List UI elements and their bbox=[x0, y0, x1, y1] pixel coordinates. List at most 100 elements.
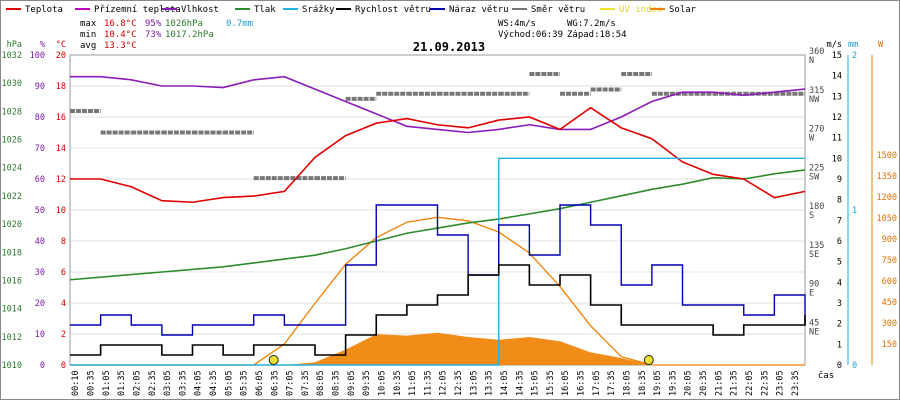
x-tick-label: 21:05 bbox=[714, 370, 724, 396]
hpa-tick-label: 1016 bbox=[2, 276, 22, 286]
dir-tick-deg: 180 bbox=[809, 202, 824, 212]
x-tick-label: 13:05 bbox=[469, 370, 479, 396]
ms-tick-label: 7 bbox=[837, 216, 842, 226]
x-tick-label: 08:05 bbox=[316, 370, 326, 396]
degc-tick-label: 6 bbox=[61, 268, 66, 278]
pct-tick-label: 70 bbox=[35, 144, 45, 154]
x-tick-label: 17:35 bbox=[607, 370, 617, 396]
w-tick-label: 750 bbox=[882, 256, 897, 266]
chart-title: 21.09.2013 bbox=[413, 40, 485, 54]
chart-marks bbox=[69, 71, 806, 366]
pct-tick-label: 10 bbox=[35, 330, 45, 340]
x-tick-label: 10:05 bbox=[377, 370, 387, 396]
dir-tick-deg: 315 bbox=[809, 86, 824, 96]
sunrise-time: Východ:06:39 bbox=[498, 30, 563, 40]
dir-tick-deg: 45 bbox=[809, 318, 819, 328]
x-tick-label: 09:35 bbox=[362, 370, 372, 396]
w-tick-label: 1500 bbox=[877, 151, 897, 161]
w-tick-label: 1200 bbox=[877, 193, 897, 203]
degc-tick-label: 20 bbox=[56, 51, 66, 61]
pct-axis-label: % bbox=[40, 40, 45, 50]
dir-tick-card: SW bbox=[809, 172, 820, 182]
x-tick-label: 16:05 bbox=[561, 370, 571, 396]
x-tick-label: 19:35 bbox=[668, 370, 678, 396]
pct-tick-label: 80 bbox=[35, 113, 45, 123]
w-tick-label: 900 bbox=[882, 235, 897, 245]
hpa-tick-label: 1024 bbox=[2, 164, 22, 174]
x-tick-label: 01:05 bbox=[102, 370, 112, 396]
degc-tick-label: 14 bbox=[56, 144, 66, 154]
pct-tick-label: 60 bbox=[35, 175, 45, 185]
x-tick-label: 07:35 bbox=[301, 370, 311, 396]
dir-tick-card: S bbox=[809, 211, 814, 221]
x-tick-label: 04:35 bbox=[209, 370, 219, 396]
x-tick-label: 10:35 bbox=[393, 370, 403, 396]
hpa-tick-label: 1028 bbox=[2, 107, 22, 117]
ms-tick-label: 0 bbox=[837, 361, 842, 371]
w-tick-label: 300 bbox=[882, 319, 897, 329]
mm-tick-label: 1 bbox=[852, 206, 857, 216]
w-tick-label: 150 bbox=[882, 340, 897, 350]
legend-label-6: Náraz větru bbox=[449, 5, 509, 15]
pct-tick-label: 30 bbox=[35, 268, 45, 278]
temp-max: 16.8°C bbox=[104, 19, 137, 29]
pct-tick-label: 20 bbox=[35, 299, 45, 309]
degc-tick-label: 18 bbox=[56, 82, 66, 92]
ms-tick-label: 4 bbox=[837, 278, 842, 288]
ms-tick-label: 8 bbox=[837, 196, 842, 206]
dir-tick-card: E bbox=[809, 289, 814, 299]
x-tick-label: 00:35 bbox=[87, 370, 97, 396]
x-tick-label: 08:35 bbox=[332, 370, 342, 396]
sun-marker bbox=[643, 355, 654, 365]
degc-tick-label: 10 bbox=[56, 206, 66, 216]
ms-tick-label: 12 bbox=[832, 113, 842, 123]
x-tick-label: 18:35 bbox=[638, 370, 648, 396]
x-tick-label: 15:35 bbox=[546, 370, 556, 396]
degc-tick-label: 12 bbox=[56, 175, 66, 185]
rain-total: 0.7mm bbox=[226, 19, 253, 29]
mm-tick-label: 0 bbox=[852, 361, 857, 371]
sun-marker bbox=[268, 355, 279, 365]
sunset-time: Západ:18:54 bbox=[567, 30, 627, 40]
ms-tick-label: 1 bbox=[837, 340, 842, 350]
press-max: 1026hPa bbox=[165, 19, 203, 29]
x-tick-label: 06:35 bbox=[270, 370, 280, 396]
axes: 1010101210141016101810201022102410261028… bbox=[2, 40, 897, 371]
x-tick-label: 14:05 bbox=[500, 370, 510, 396]
hpa-tick-label: 1022 bbox=[2, 192, 22, 202]
series-temperature-line bbox=[70, 106, 806, 204]
x-tick-label: 05:35 bbox=[240, 370, 250, 396]
hum-max: 95% bbox=[145, 19, 162, 29]
legend-label-5: Rychlost větru bbox=[355, 5, 431, 15]
hpa-tick-label: 1030 bbox=[2, 79, 22, 89]
legend-label-0: Teplota bbox=[25, 5, 63, 15]
ms-tick-label: 9 bbox=[837, 175, 842, 185]
x-tick-label: 04:05 bbox=[194, 370, 204, 396]
min-label: min bbox=[80, 30, 96, 40]
ms-tick-label: 13 bbox=[832, 92, 842, 102]
legend-label-2: Vlhkost bbox=[181, 5, 219, 15]
x-tick-label: 19:05 bbox=[653, 370, 663, 396]
temp-avg: 13.3°C bbox=[104, 41, 137, 51]
x-tick-label: 23:35 bbox=[791, 370, 801, 396]
x-tick-label: 01:35 bbox=[117, 370, 127, 396]
series-gust-line bbox=[70, 204, 806, 336]
press-min: 1017.2hPa bbox=[165, 30, 214, 40]
x-tick-label: 11:05 bbox=[408, 370, 418, 396]
x-tick-label: 16:35 bbox=[577, 370, 587, 396]
x-tick-label: 11:35 bbox=[423, 370, 433, 396]
legend-label-1: Přízemní teplota bbox=[94, 5, 181, 15]
series-wind-speed-line bbox=[70, 264, 806, 356]
x-tick-label: 05:05 bbox=[224, 370, 234, 396]
degc-tick-label: 8 bbox=[61, 237, 66, 247]
x-tick-label: 22:05 bbox=[745, 370, 755, 396]
dir-tick-card: SE bbox=[809, 250, 819, 260]
legend-label-9: Solar bbox=[669, 5, 697, 15]
w-axis-label: W bbox=[878, 40, 884, 50]
x-tick-label: 00:10 bbox=[71, 370, 81, 396]
ms-tick-label: 5 bbox=[837, 258, 842, 268]
x-tick-label: 20:05 bbox=[684, 370, 694, 396]
wind-gust-max: WG:7.2m/s bbox=[567, 19, 616, 29]
mm-axis-label: mm bbox=[848, 40, 858, 50]
